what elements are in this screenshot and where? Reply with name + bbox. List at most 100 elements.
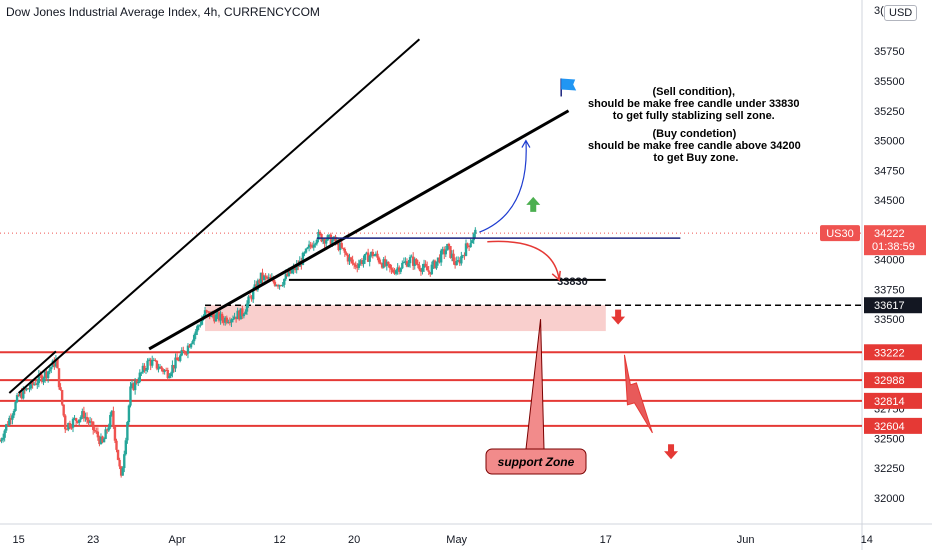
candle-body (194, 331, 197, 335)
candle-body (191, 341, 194, 344)
candle-body (405, 261, 409, 267)
candle-body (126, 422, 129, 441)
candle-body (64, 415, 67, 430)
candle-body (93, 429, 96, 432)
candle-body (68, 423, 72, 428)
callout-pointer (525, 319, 545, 450)
candle-body (385, 261, 388, 266)
candle-body (444, 250, 448, 255)
red-curve-arrow (487, 240, 560, 280)
candle-body (62, 404, 65, 416)
candle-body (18, 392, 22, 397)
candle-body (284, 273, 288, 279)
candle-body (172, 364, 176, 369)
candle-body (200, 319, 204, 325)
candle-body (453, 261, 457, 266)
candle-body (374, 253, 378, 256)
candle-body (87, 419, 90, 423)
level-33830-label: 33830 (557, 276, 588, 288)
candle-body (25, 388, 28, 391)
candle-body (283, 278, 286, 285)
candle-body (253, 284, 256, 290)
candle-body (81, 411, 84, 418)
candle-body (450, 253, 454, 258)
candle-body (65, 429, 68, 431)
candle-body (178, 355, 182, 361)
candle-body (188, 345, 191, 348)
candle-body (0, 440, 2, 442)
candle-body (357, 263, 361, 268)
candle-body (466, 243, 469, 246)
candle-body (458, 259, 461, 264)
candle-body (251, 289, 255, 300)
y-tick-label: 32000 (874, 493, 905, 505)
candle-body (472, 233, 475, 241)
candle-body (158, 366, 162, 369)
candle-body (377, 257, 381, 263)
price-badge-label: 33222 (874, 347, 905, 359)
candle-body (165, 370, 168, 372)
candle-body (216, 312, 219, 315)
price-badge (864, 344, 922, 361)
candle-body (132, 383, 135, 391)
candle-body (12, 410, 16, 416)
candle-body (276, 285, 280, 287)
candle-body (418, 265, 421, 270)
candle-body (130, 383, 134, 387)
candle-body (174, 357, 177, 369)
candle-body (67, 423, 70, 430)
candle-body (359, 260, 362, 264)
candle-body (82, 411, 86, 419)
candle-body (189, 343, 193, 348)
y-tick-label: 35500 (874, 76, 905, 88)
candle-body (140, 372, 143, 374)
candle-body (407, 263, 410, 267)
outer-trend-line (17, 38, 421, 394)
candle-body (45, 371, 48, 379)
candle-body (171, 364, 174, 374)
candle-body (143, 365, 146, 371)
x-tick-label: Apr (169, 534, 186, 546)
candle-body (141, 365, 145, 373)
candle-body (352, 263, 356, 265)
candle-body (241, 308, 244, 317)
candle-body (78, 419, 81, 423)
candle-body (129, 386, 132, 406)
candle-body (214, 314, 218, 322)
candle-body (239, 308, 242, 320)
symbol-badge-label: US30 (826, 228, 854, 240)
candle-body (37, 374, 41, 384)
candle-body (371, 251, 374, 256)
candle-body (467, 245, 471, 248)
candle-body (281, 284, 284, 286)
price-badge (864, 417, 922, 434)
candle-body (399, 268, 402, 272)
x-tick-label: 12 (273, 534, 285, 546)
candle-body (396, 267, 399, 271)
candle-body (362, 259, 365, 265)
candle-body (231, 318, 235, 320)
candle-body (370, 251, 373, 256)
candle-body (92, 421, 95, 430)
candle-body (401, 262, 404, 269)
chart-title: Dow Jones Industrial Average Index, 4h, … (6, 5, 320, 19)
candle-body (22, 388, 25, 399)
candle-body (379, 262, 382, 264)
candle-body (0, 439, 3, 441)
candle-body (391, 269, 395, 273)
candle-body (144, 369, 148, 371)
candle-body (206, 311, 210, 313)
candle-body (166, 370, 169, 379)
candle-body (269, 277, 272, 279)
y-tick-label: 33750 (874, 284, 905, 296)
candle-body (205, 310, 208, 312)
countdown-label: 01:38:59 (872, 241, 915, 253)
candle-body (177, 360, 180, 362)
price-badge (864, 392, 922, 409)
candle-body (278, 285, 281, 287)
currency-button[interactable]: USD (884, 5, 918, 21)
candle-body (238, 310, 241, 320)
candle-body (267, 277, 270, 279)
candle-body (393, 272, 396, 274)
